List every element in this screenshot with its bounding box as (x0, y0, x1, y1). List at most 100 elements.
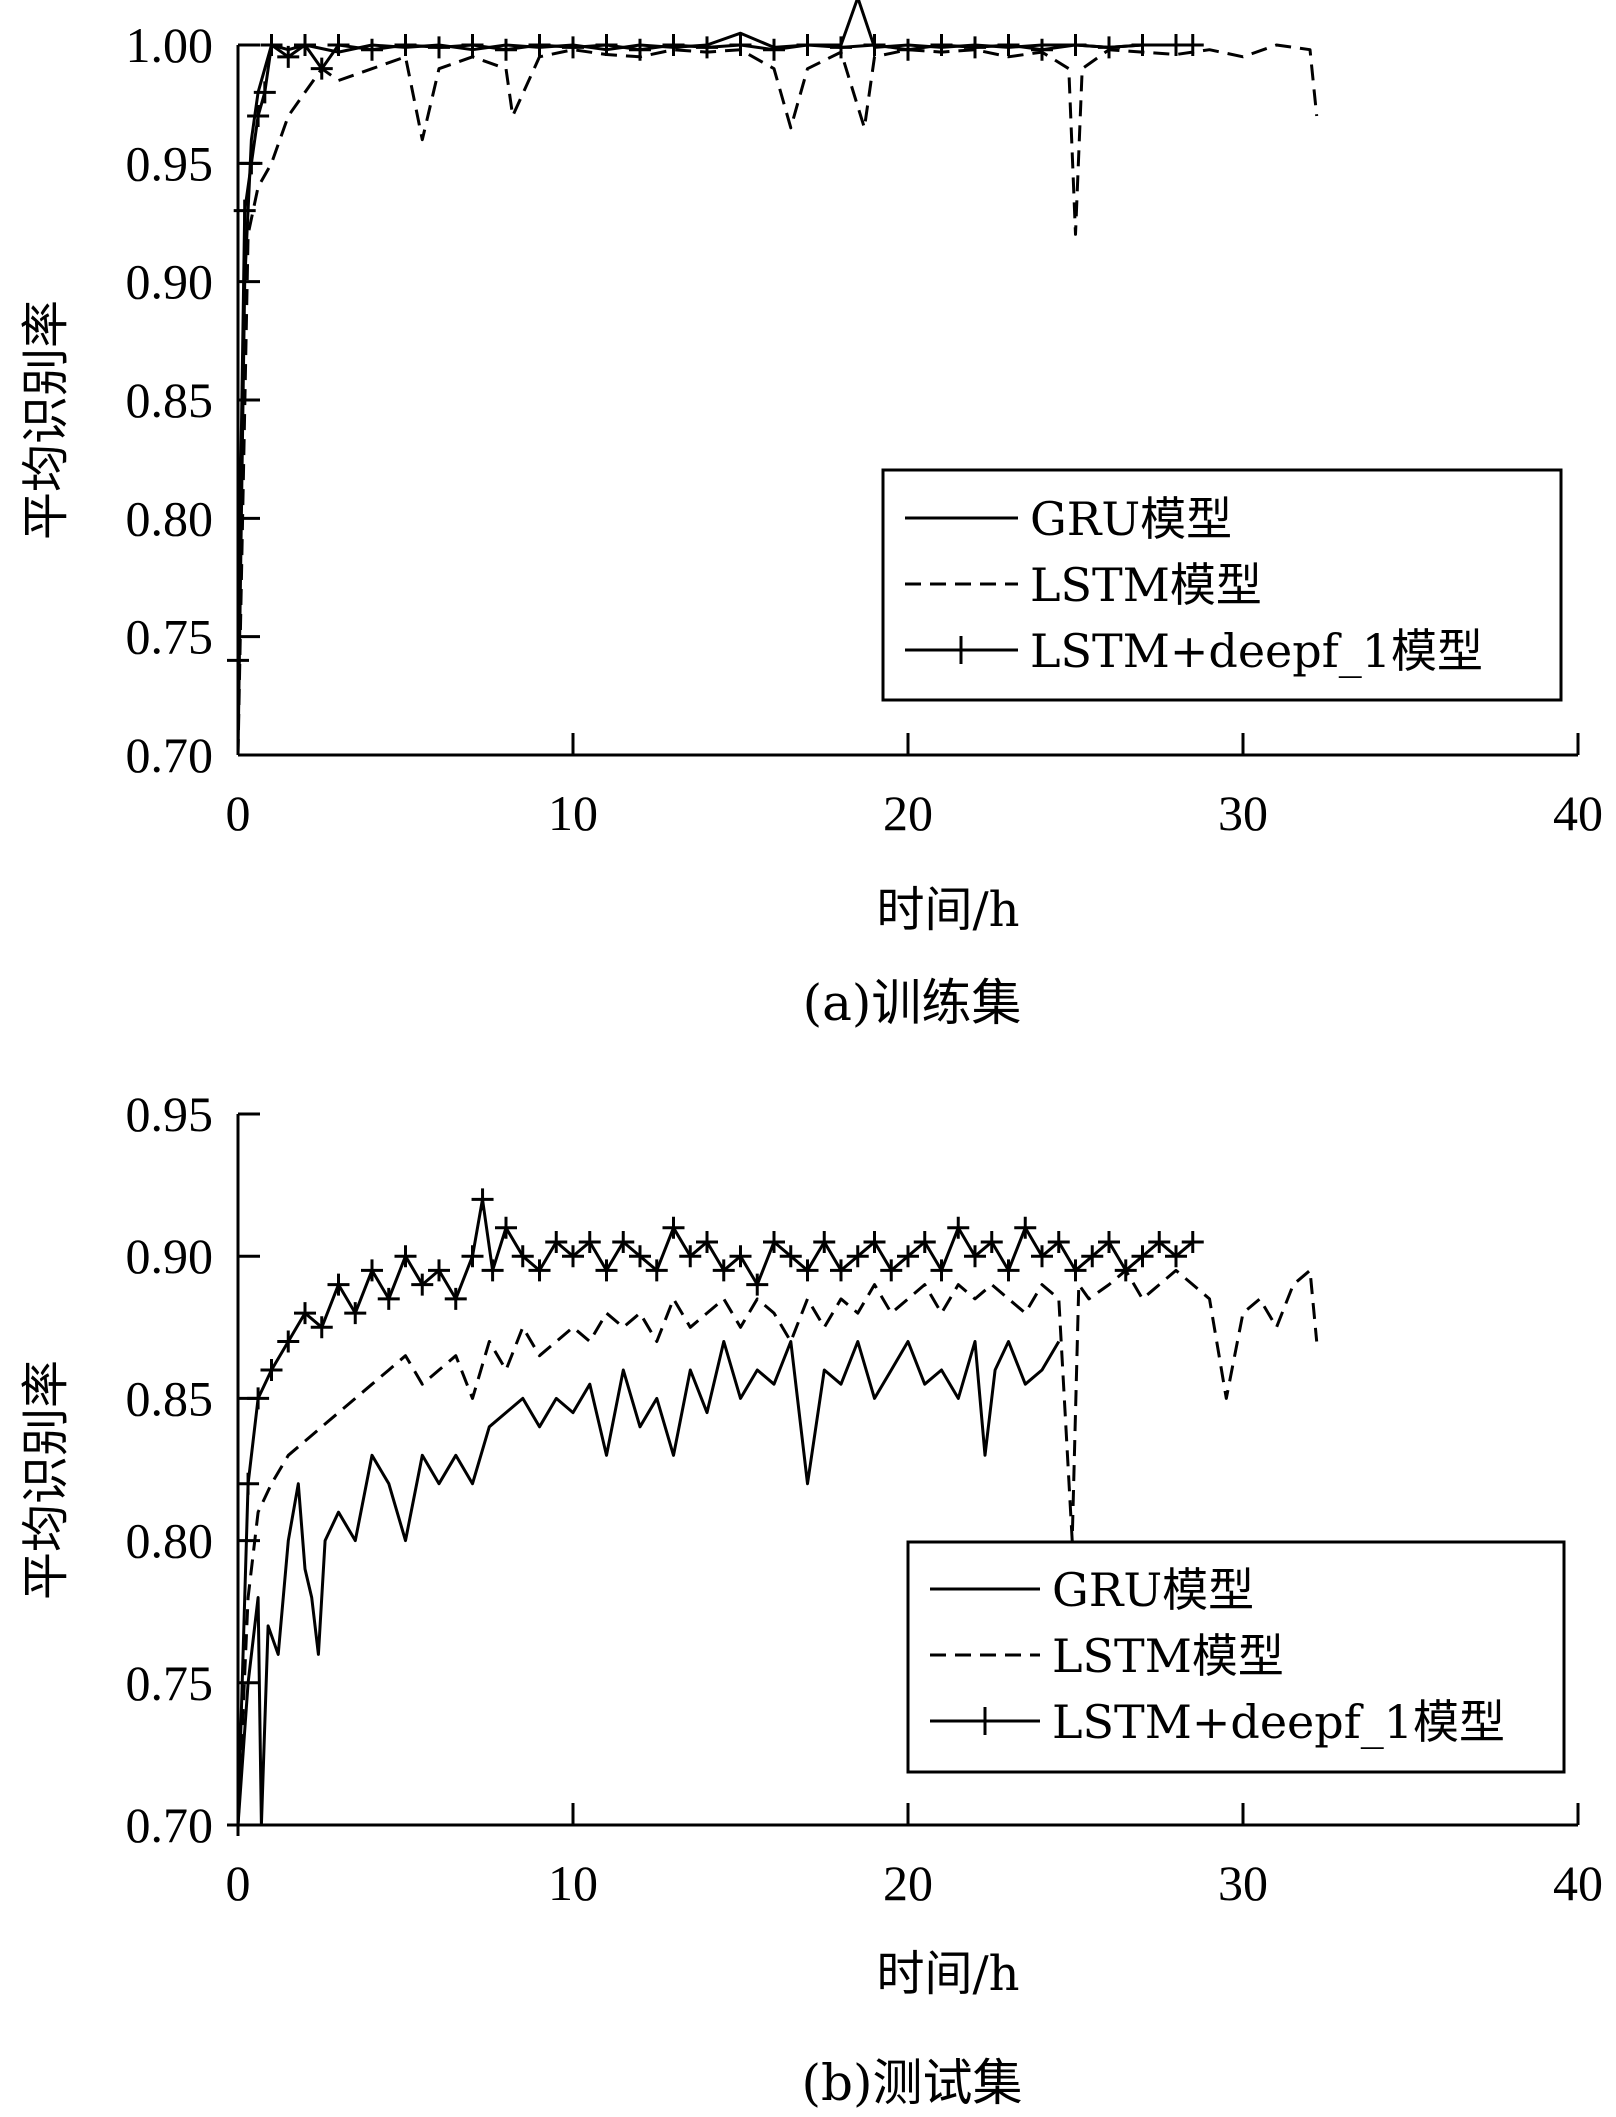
plus-marker (247, 105, 270, 127)
plus-marker (897, 38, 919, 61)
plus-marker (277, 45, 300, 68)
plus-marker (629, 38, 651, 61)
y-tick-label: 0.70 (126, 1797, 214, 1853)
series-line-1 (236, 43, 1319, 756)
plus-marker (361, 38, 383, 61)
plus-marker (461, 1245, 484, 1268)
plus-marker (746, 1273, 769, 1296)
plus-marker (1081, 1245, 1104, 1268)
plus-marker (1131, 34, 1154, 56)
plus-marker (428, 1259, 450, 1282)
plus-marker (1064, 34, 1087, 56)
y-axis-title: 平均识别率 (18, 1360, 74, 1600)
legend-label-lstm-deepf: LSTM+deepf_1模型 (1052, 1695, 1505, 1749)
plus-marker (1165, 1245, 1187, 1268)
plus-marker (511, 1245, 534, 1268)
plus-marker (277, 1330, 300, 1353)
plus-marker (930, 1259, 953, 1282)
panel-caption: (a)训练集 (803, 974, 1022, 1032)
plus-marker (1098, 1230, 1120, 1253)
panel-b-legend: GRU模型 LSTM模型 LSTM+deepf_1模型 (906, 1540, 1566, 1774)
plus-marker (1047, 1230, 1070, 1253)
plus-marker (696, 1230, 718, 1253)
y-tick-label: 0.85 (126, 372, 214, 428)
plus-marker (327, 1273, 350, 1296)
plus-marker (863, 1230, 886, 1253)
plus-marker (260, 1358, 283, 1381)
plus-marker (612, 1230, 635, 1253)
plus-marker (1148, 1230, 1171, 1253)
panel-a-legend: GRU模型 LSTM模型 LSTM+deepf_1模型 (881, 468, 1563, 702)
plus-marker (997, 1259, 1020, 1282)
plus-marker (253, 81, 276, 104)
panel-a-series (227, 0, 1319, 756)
series-line-1 (236, 1268, 1319, 1826)
plus-marker (696, 36, 718, 59)
y-tick-label: 0.80 (126, 490, 214, 546)
y-tick-label: 0.70 (126, 727, 214, 783)
plus-marker (495, 38, 517, 61)
plus-marker (1031, 1245, 1053, 1268)
x-tick-label: 20 (883, 1855, 933, 1911)
plus-marker (461, 34, 484, 56)
legend-label-gru: GRU模型 (1030, 492, 1232, 546)
x-tick-label: 30 (1218, 1855, 1268, 1911)
plus-marker (796, 1259, 819, 1282)
plus-marker (595, 1259, 618, 1282)
legend-label-lstm-deepf: LSTM+deepf_1模型 (1030, 624, 1483, 678)
y-tick-label: 0.75 (126, 609, 214, 665)
plus-marker (495, 1216, 517, 1239)
panel-a: 0 10 20 30 40 0.70 0.75 0.80 0.85 0.90 0.95 1.00 GR… (18, 0, 1603, 1032)
plus-marker (863, 34, 886, 56)
plus-marker (964, 36, 986, 59)
x-tick-label: 40 (1553, 785, 1603, 841)
plus-marker (545, 1230, 568, 1253)
plus-marker (1064, 1259, 1087, 1282)
plus-marker (528, 34, 551, 56)
x-tick-label: 10 (548, 1855, 598, 1911)
plus-marker (980, 1230, 1003, 1253)
plus-marker (796, 34, 819, 56)
x-tick-label: 40 (1553, 1855, 1603, 1911)
plus-marker (444, 1287, 467, 1310)
plus-marker (578, 1230, 601, 1253)
y-tick-label: 0.75 (126, 1655, 214, 1711)
x-tick-label: 30 (1218, 785, 1268, 841)
y-tick-label: 0.90 (126, 254, 214, 310)
plus-marker (846, 1245, 869, 1268)
x-tick-label: 10 (548, 785, 598, 841)
plus-marker (428, 36, 450, 59)
plus-marker (964, 1245, 986, 1268)
y-tick-label: 1.00 (126, 17, 214, 73)
plus-marker (947, 1216, 970, 1239)
plus-marker (310, 1316, 333, 1339)
plus-marker (595, 34, 618, 56)
plus-marker (327, 34, 350, 56)
plus-marker (1181, 34, 1204, 56)
plus-marker (1014, 1216, 1037, 1239)
plus-marker (1114, 1259, 1137, 1282)
plus-marker (830, 1259, 852, 1282)
plus-marker (662, 34, 685, 56)
plus-marker (394, 34, 417, 56)
plus-marker (1098, 36, 1120, 59)
plus-marker (763, 38, 785, 61)
plus-marker (779, 1245, 802, 1268)
legend-label-gru: GRU模型 (1052, 1563, 1254, 1617)
plus-marker (237, 1472, 260, 1495)
y-tick-label: 0.80 (126, 1513, 214, 1569)
plus-marker (260, 34, 283, 56)
plus-marker (662, 1216, 685, 1239)
y-tick-label: 0.90 (126, 1228, 214, 1284)
y-tick-label: 0.95 (126, 1086, 214, 1142)
plus-marker (562, 36, 584, 59)
x-tick-label: 20 (883, 785, 933, 841)
plus-marker (813, 1230, 836, 1253)
plus-marker (913, 1230, 936, 1253)
plus-marker (763, 1230, 785, 1253)
plus-marker (294, 1302, 316, 1325)
x-tick-label: 0 (226, 785, 251, 841)
plus-marker (481, 1259, 504, 1282)
plus-marker (880, 1259, 903, 1282)
plus-marker (997, 34, 1020, 56)
